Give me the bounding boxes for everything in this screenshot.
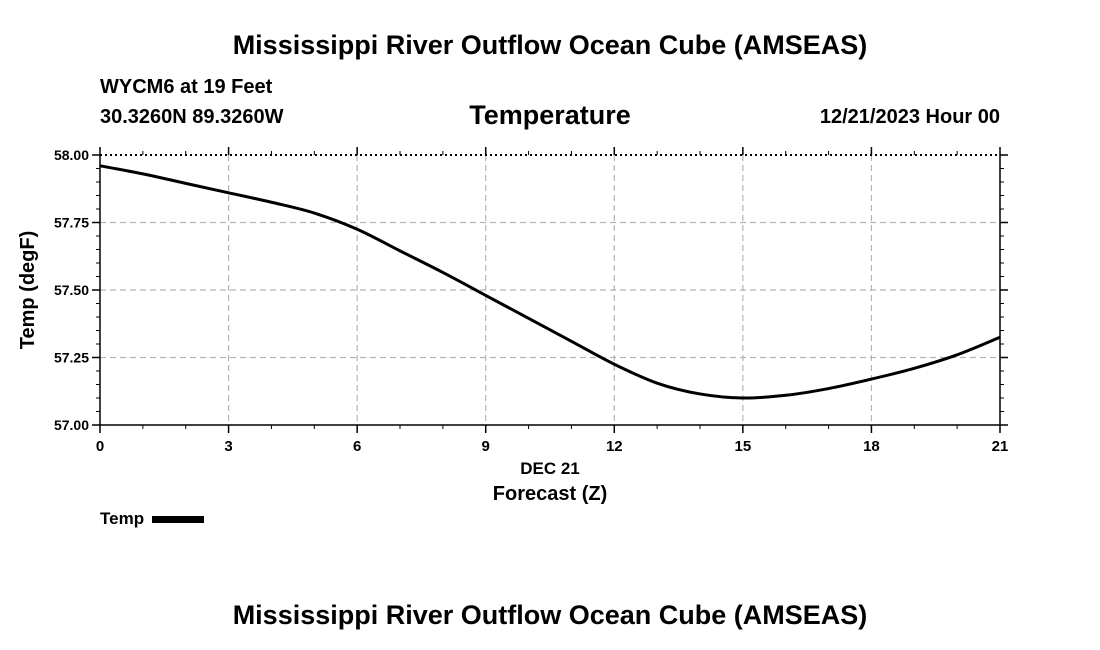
coordinates-label: 30.3260N 89.3260W (100, 106, 284, 128)
x-tick-label: 18 (863, 438, 880, 455)
legend-line-swatch (152, 515, 205, 523)
y-tick-label: 57.50 (54, 282, 89, 298)
x-tick-label: 6 (353, 438, 361, 455)
chart-main-title: Mississippi River Outflow Ocean Cube (AM… (232, 30, 868, 60)
legend: Temp (100, 509, 205, 529)
x-tick-label: 0 (96, 438, 104, 455)
y-tick-label: 57.25 (54, 350, 89, 366)
y-axis-label: Temp (degF) (17, 231, 39, 350)
x-tick-label: 21 (992, 438, 1009, 455)
x-tick-label: 3 (224, 438, 232, 455)
y-tick-label: 57.00 (54, 417, 89, 433)
x-tick-label: 15 (735, 438, 752, 455)
forecast-datetime: 12/21/2023 Hour 00 (819, 106, 1000, 128)
y-tick-label: 58.00 (54, 147, 89, 163)
x-tick-label: 9 (482, 438, 490, 455)
x-axis-date-label: DEC 21 (520, 459, 580, 478)
station-label: WYCM6 at 19 Feet (100, 76, 273, 98)
footer-title: Mississippi River Outflow Ocean Cube (AM… (232, 600, 868, 630)
series-line-temp (99, 164, 1001, 400)
x-axis-label: Forecast (Z) (493, 483, 607, 505)
x-tick-label: 12 (606, 438, 623, 455)
y-tick-label: 57.75 (54, 215, 89, 231)
chart-subtitle: Temperature (469, 100, 631, 130)
legend-label: Temp (100, 509, 145, 528)
